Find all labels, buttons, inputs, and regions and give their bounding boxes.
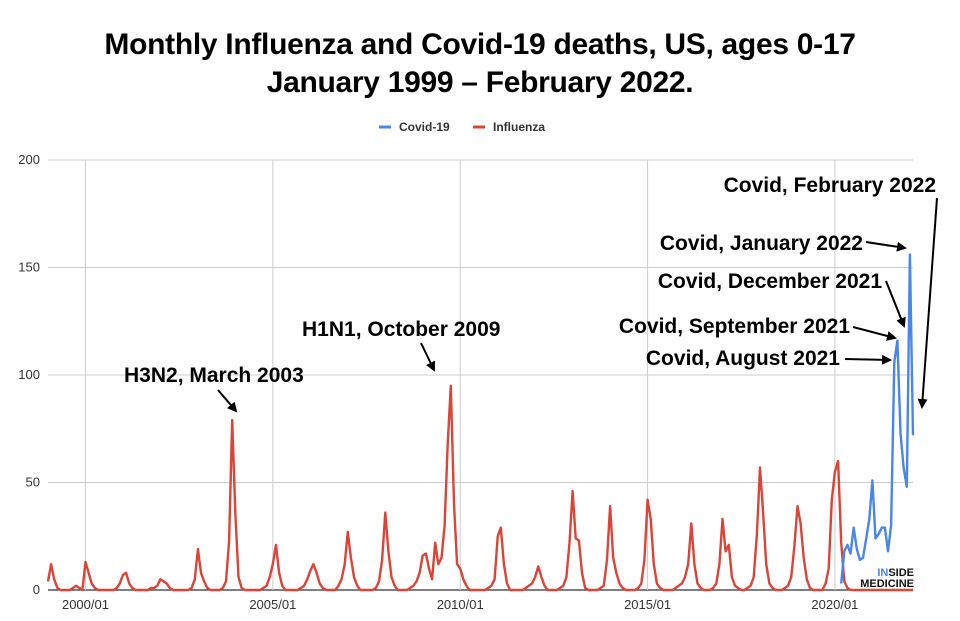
x-tick-label: 2020/01 bbox=[811, 597, 858, 612]
chart-title: Monthly Influenza and Covid-19 deaths, U… bbox=[104, 28, 856, 61]
legend-label: Covid-19 bbox=[399, 120, 450, 134]
x-axis-ticks: 2000/01 2005/01 2010/01 2015/01 2020/01 bbox=[62, 597, 858, 612]
logo-line-1: INSIDE bbox=[877, 567, 914, 579]
annotation-label: Covid, February 2022 bbox=[724, 174, 936, 197]
logo-line-2: MEDICINE bbox=[860, 578, 914, 590]
x-tick-label: 2000/01 bbox=[62, 597, 109, 612]
annotation-label: Covid, January 2022 bbox=[660, 232, 863, 255]
annotation-label: Covid, September 2021 bbox=[619, 315, 850, 338]
series-lines bbox=[46, 253, 915, 592]
y-tick-label: 100 bbox=[18, 367, 40, 382]
logo-accent: IN bbox=[877, 567, 888, 579]
annotation-label: Covid, August 2021 bbox=[646, 347, 840, 370]
y-axis-ticks: 0 50 100 150 200 bbox=[18, 152, 40, 597]
y-tick-label: 50 bbox=[26, 475, 40, 490]
annotation-arrow bbox=[852, 326, 897, 341]
legend: Covid-19 Influenza bbox=[379, 120, 545, 134]
annotation-arrow bbox=[865, 241, 907, 252]
logo-rest: SIDE bbox=[888, 567, 914, 579]
y-tick-label: 200 bbox=[18, 152, 40, 167]
annotation-arrow bbox=[885, 280, 906, 328]
annotation-arrow bbox=[917, 197, 938, 409]
grid-lines bbox=[48, 159, 913, 591]
annotation-label: H3N2, March 2003 bbox=[124, 364, 304, 387]
annotation-label: Covid, December 2021 bbox=[658, 270, 882, 293]
annotation-label: H1N1, October 2009 bbox=[302, 318, 500, 341]
annotation-arrow bbox=[217, 389, 238, 413]
y-tick-label: 0 bbox=[33, 582, 40, 597]
x-tick-label: 2010/01 bbox=[437, 597, 484, 612]
series-line-influenza bbox=[46, 384, 913, 592]
annotation-arrow bbox=[844, 354, 892, 365]
legend-label: Influenza bbox=[493, 120, 545, 134]
chart-subtitle: January 1999 – February 2022. bbox=[266, 66, 694, 99]
x-tick-label: 2005/01 bbox=[249, 597, 296, 612]
series-line-covid-19 bbox=[840, 253, 915, 584]
annotations: H3N2, March 2003 H1N1, October 2009 Covid,… bbox=[124, 174, 938, 413]
annotation-arrow bbox=[420, 342, 436, 372]
x-tick-label: 2015/01 bbox=[624, 597, 671, 612]
y-tick-label: 150 bbox=[18, 260, 40, 275]
